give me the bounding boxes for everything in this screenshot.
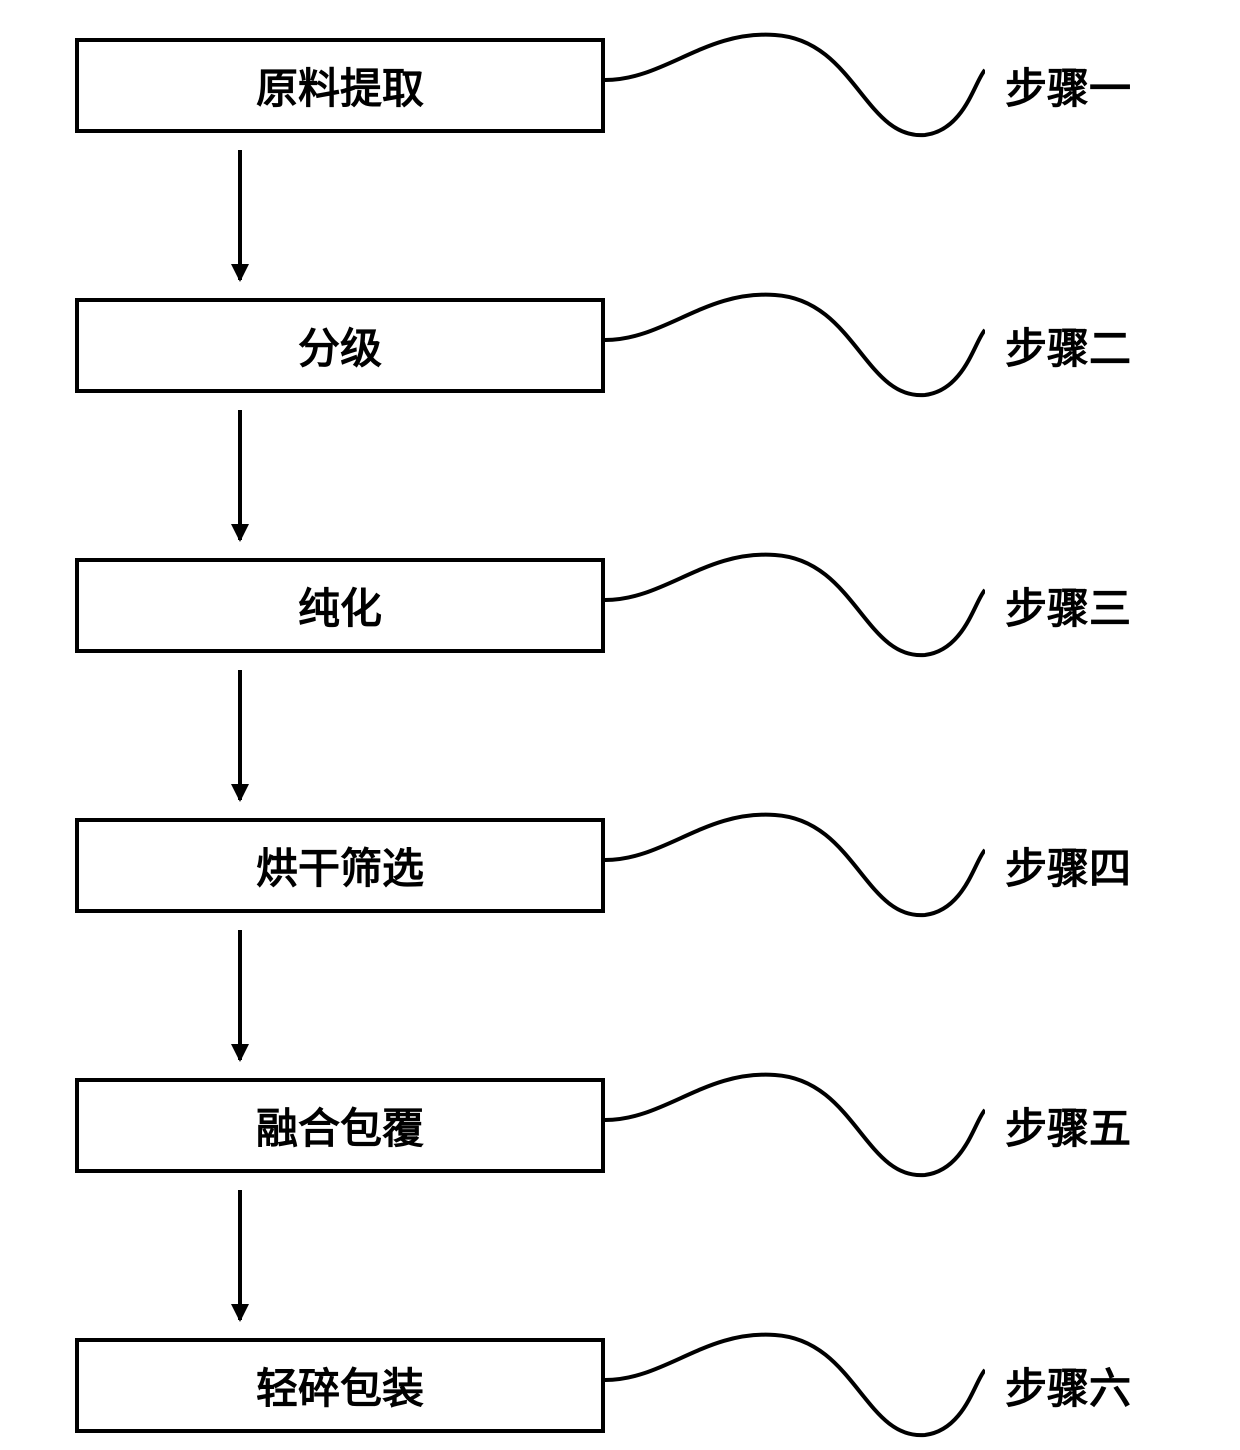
step-box-text: 分级 bbox=[298, 315, 382, 376]
wave-connector-icon bbox=[605, 280, 985, 410]
step-box-text: 纯化 bbox=[298, 575, 382, 636]
arrow-2 bbox=[75, 410, 605, 540]
wave-connector-icon bbox=[605, 800, 985, 930]
step-row-5: 融合包覆 步骤五 bbox=[75, 1060, 1175, 1190]
wave-path bbox=[605, 555, 985, 656]
step-row-3: 纯化 步骤三 bbox=[75, 540, 1175, 670]
step-box-text: 融合包覆 bbox=[256, 1095, 424, 1156]
step-box-5: 融合包覆 bbox=[75, 1078, 605, 1173]
wave-path bbox=[605, 1075, 985, 1176]
step-box-4: 烘干筛选 bbox=[75, 818, 605, 913]
wave-connector-icon bbox=[605, 1320, 985, 1450]
step-row-6: 轻碎包装 步骤六 bbox=[75, 1320, 1175, 1450]
step-label: 步骤一 bbox=[1005, 55, 1131, 116]
wave-connector-icon bbox=[605, 540, 985, 670]
step-box-text: 轻碎包装 bbox=[256, 1355, 424, 1416]
arrow-line-icon bbox=[238, 930, 242, 1060]
arrow-line-icon bbox=[238, 410, 242, 540]
step-row-1: 原料提取 步骤一 bbox=[75, 20, 1175, 150]
wave-path bbox=[605, 35, 985, 136]
step-label: 步骤五 bbox=[1005, 1095, 1131, 1156]
step-label: 步骤四 bbox=[1005, 835, 1131, 896]
arrow-4 bbox=[75, 930, 605, 1060]
step-label: 步骤六 bbox=[1005, 1355, 1131, 1416]
flowchart-container: 原料提取 步骤一 分级 步骤二 纯化 步骤三 bbox=[75, 20, 1175, 1450]
wave-path bbox=[605, 815, 985, 916]
arrow-1 bbox=[75, 150, 605, 280]
arrow-line-icon bbox=[238, 1190, 242, 1320]
step-label: 步骤二 bbox=[1005, 315, 1131, 376]
arrow-line-icon bbox=[238, 150, 242, 280]
step-box-text: 原料提取 bbox=[256, 55, 424, 116]
step-box-1: 原料提取 bbox=[75, 38, 605, 133]
step-label: 步骤三 bbox=[1005, 575, 1131, 636]
wave-connector-icon bbox=[605, 20, 985, 150]
step-box-text: 烘干筛选 bbox=[256, 835, 424, 896]
wave-path bbox=[605, 1335, 985, 1436]
step-box-3: 纯化 bbox=[75, 558, 605, 653]
arrow-line-icon bbox=[238, 670, 242, 800]
step-row-2: 分级 步骤二 bbox=[75, 280, 1175, 410]
step-box-6: 轻碎包装 bbox=[75, 1338, 605, 1433]
arrow-3 bbox=[75, 670, 605, 800]
step-row-4: 烘干筛选 步骤四 bbox=[75, 800, 1175, 930]
wave-path bbox=[605, 295, 985, 396]
step-box-2: 分级 bbox=[75, 298, 605, 393]
arrow-5 bbox=[75, 1190, 605, 1320]
wave-connector-icon bbox=[605, 1060, 985, 1190]
